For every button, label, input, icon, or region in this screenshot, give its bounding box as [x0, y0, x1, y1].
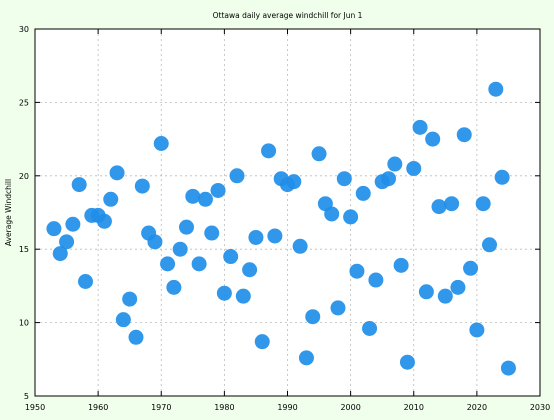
data-point — [96, 213, 112, 229]
data-point — [399, 354, 415, 370]
data-point — [122, 291, 138, 307]
data-point — [191, 256, 207, 272]
y-tick-label: 5 — [24, 392, 29, 401]
data-point — [381, 171, 396, 187]
data-point — [261, 143, 277, 159]
data-point — [298, 350, 314, 366]
data-point — [463, 260, 479, 276]
x-tick-label: 1990 — [277, 403, 297, 412]
data-point — [418, 284, 434, 300]
data-point — [292, 238, 308, 254]
data-point — [355, 185, 371, 201]
axis-ticks: 1950 1960 1970 1980 1990 2000 2010 2020 20305101… — [19, 25, 550, 412]
data-point — [469, 322, 485, 338]
data-point — [172, 241, 188, 257]
data-point — [229, 168, 245, 184]
y-tick-label: 30 — [19, 25, 29, 34]
y-axis-label: Average Windchill — [4, 179, 13, 246]
data-point — [387, 156, 403, 172]
x-tick-label: 1970 — [151, 403, 171, 412]
data-point — [324, 206, 340, 222]
y-tick-label: 15 — [19, 245, 29, 254]
data-point — [216, 285, 232, 301]
data-point — [103, 191, 119, 207]
data-point — [437, 288, 453, 304]
data-point — [235, 288, 251, 304]
data-point — [160, 256, 176, 272]
data-point — [254, 334, 270, 350]
data-point — [475, 196, 491, 212]
data-point — [444, 196, 460, 212]
x-tick-label: 2000 — [340, 403, 360, 412]
data-point — [349, 263, 365, 279]
data-point — [147, 234, 163, 250]
data-point — [210, 182, 226, 198]
data-point — [109, 165, 125, 181]
data-point — [450, 279, 466, 295]
data-point — [412, 119, 428, 135]
y-tick-label: 20 — [19, 172, 29, 181]
data-point — [311, 146, 327, 162]
data-point — [46, 221, 62, 237]
data-point — [343, 209, 359, 225]
data-point — [71, 177, 87, 193]
x-tick-label: 2030 — [530, 403, 550, 412]
data-point — [431, 199, 447, 215]
x-tick-label: 1980 — [214, 403, 234, 412]
data-point — [248, 229, 264, 245]
grid-lines — [35, 29, 540, 396]
data-point — [153, 136, 169, 152]
data-point — [286, 174, 302, 190]
y-tick-label: 25 — [19, 98, 29, 107]
data-point — [456, 127, 472, 143]
data-point — [59, 234, 75, 250]
data-point — [406, 160, 422, 176]
data-point — [166, 279, 182, 295]
data-point — [336, 171, 352, 187]
data-point — [494, 169, 510, 185]
chart-title: Ottawa daily average windchill for Jun 1 — [213, 11, 363, 20]
data-point — [128, 329, 144, 345]
x-tick-label: 1960 — [88, 403, 108, 412]
data-point — [425, 131, 441, 147]
data-point — [204, 225, 220, 241]
data-point — [78, 273, 93, 289]
data-point — [223, 249, 239, 265]
data-point — [115, 312, 131, 328]
data-point — [362, 320, 378, 336]
data-point — [305, 309, 321, 325]
data-point — [134, 178, 150, 194]
data-point — [185, 188, 201, 204]
data-point — [368, 272, 384, 288]
data-point — [330, 300, 346, 316]
data-point — [197, 191, 213, 207]
data-point — [500, 360, 516, 376]
x-tick-label: 1950 — [25, 403, 45, 412]
data-point — [488, 81, 504, 97]
data-point — [65, 216, 81, 232]
data-points — [46, 81, 516, 376]
data-point — [393, 257, 409, 273]
data-point — [242, 262, 258, 278]
data-point — [52, 246, 68, 262]
data-point — [267, 228, 283, 244]
x-tick-label: 2010 — [404, 403, 424, 412]
data-point — [482, 237, 497, 253]
y-tick-label: 10 — [19, 319, 29, 328]
x-tick-label: 2020 — [467, 403, 487, 412]
data-point — [179, 219, 194, 235]
